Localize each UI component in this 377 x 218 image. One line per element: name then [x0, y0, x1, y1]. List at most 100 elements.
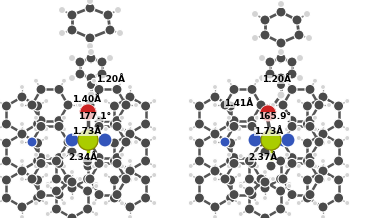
Circle shape	[36, 116, 46, 126]
Circle shape	[305, 84, 315, 94]
Circle shape	[276, 174, 286, 184]
Circle shape	[69, 54, 75, 61]
Circle shape	[302, 138, 313, 148]
Circle shape	[36, 158, 46, 169]
Circle shape	[44, 126, 49, 131]
Circle shape	[32, 193, 43, 203]
Circle shape	[296, 126, 301, 131]
Circle shape	[36, 121, 46, 131]
Circle shape	[120, 127, 124, 132]
Circle shape	[259, 75, 265, 82]
Circle shape	[87, 48, 95, 56]
Circle shape	[97, 57, 107, 67]
Circle shape	[27, 174, 37, 184]
Circle shape	[36, 153, 46, 163]
Circle shape	[318, 202, 328, 212]
Circle shape	[248, 133, 262, 147]
Circle shape	[254, 115, 259, 120]
Text: 1.41Å: 1.41Å	[224, 99, 253, 107]
Circle shape	[2, 156, 11, 166]
Circle shape	[313, 152, 317, 157]
Circle shape	[254, 78, 259, 83]
Circle shape	[2, 119, 11, 129]
Circle shape	[85, 3, 95, 13]
Circle shape	[112, 190, 122, 200]
Circle shape	[54, 158, 64, 169]
Circle shape	[141, 138, 150, 148]
Circle shape	[238, 182, 243, 187]
Circle shape	[313, 115, 317, 120]
Circle shape	[276, 38, 286, 48]
Circle shape	[94, 121, 104, 131]
Circle shape	[296, 201, 301, 206]
Circle shape	[125, 129, 135, 139]
Circle shape	[86, 0, 93, 5]
Circle shape	[106, 75, 113, 82]
Circle shape	[20, 140, 25, 145]
Circle shape	[302, 119, 313, 129]
Circle shape	[213, 140, 218, 145]
Circle shape	[103, 126, 108, 131]
Circle shape	[78, 130, 98, 150]
Circle shape	[318, 166, 328, 176]
Circle shape	[34, 127, 38, 132]
Circle shape	[195, 101, 204, 111]
Circle shape	[32, 156, 43, 166]
Circle shape	[276, 53, 286, 63]
Circle shape	[318, 92, 328, 102]
Circle shape	[152, 136, 157, 140]
Circle shape	[271, 102, 276, 107]
Circle shape	[67, 213, 77, 218]
Circle shape	[69, 170, 75, 174]
Circle shape	[141, 101, 150, 111]
Circle shape	[260, 15, 270, 25]
Circle shape	[133, 177, 138, 182]
Circle shape	[98, 133, 112, 147]
Circle shape	[20, 158, 25, 164]
Circle shape	[116, 29, 124, 36]
Circle shape	[20, 177, 25, 182]
Circle shape	[44, 172, 49, 177]
Circle shape	[229, 190, 239, 200]
Circle shape	[54, 121, 64, 131]
Text: 2.34Å: 2.34Å	[68, 153, 97, 162]
Circle shape	[54, 153, 64, 163]
Circle shape	[86, 43, 93, 49]
Circle shape	[85, 137, 95, 147]
Circle shape	[92, 201, 97, 206]
Circle shape	[260, 30, 270, 40]
Circle shape	[305, 34, 313, 41]
Circle shape	[314, 137, 324, 147]
Circle shape	[213, 140, 218, 145]
Circle shape	[65, 133, 79, 147]
Circle shape	[127, 140, 132, 145]
Circle shape	[285, 201, 290, 206]
Circle shape	[87, 91, 95, 99]
Circle shape	[237, 164, 242, 169]
Circle shape	[244, 186, 254, 196]
Circle shape	[334, 156, 343, 166]
Circle shape	[85, 174, 95, 184]
Circle shape	[320, 177, 325, 182]
Circle shape	[103, 172, 108, 177]
Circle shape	[320, 85, 325, 90]
Circle shape	[334, 138, 343, 148]
Circle shape	[229, 84, 239, 94]
Circle shape	[302, 193, 313, 203]
Circle shape	[115, 7, 121, 14]
Circle shape	[51, 174, 61, 184]
Circle shape	[17, 129, 27, 139]
Circle shape	[276, 80, 285, 90]
Circle shape	[34, 164, 38, 169]
Circle shape	[302, 101, 313, 111]
Circle shape	[296, 99, 301, 104]
Circle shape	[260, 105, 276, 121]
Circle shape	[78, 102, 83, 107]
Circle shape	[210, 128, 220, 138]
Circle shape	[80, 104, 96, 120]
Circle shape	[287, 211, 292, 216]
Circle shape	[287, 121, 297, 131]
Circle shape	[75, 140, 81, 145]
Circle shape	[345, 172, 350, 177]
Circle shape	[133, 140, 138, 145]
